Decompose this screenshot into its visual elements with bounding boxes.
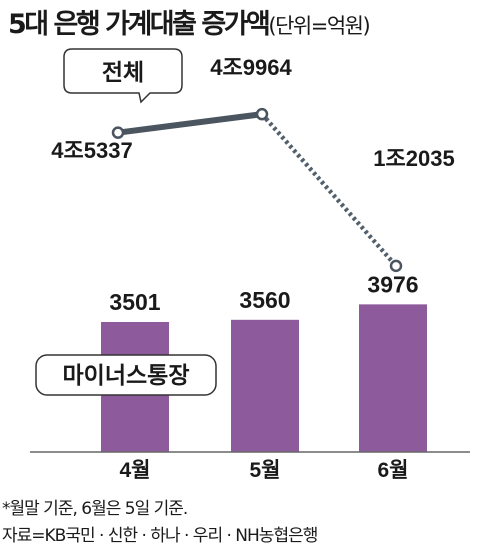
- bar-2: [231, 319, 299, 452]
- line-series-callout: [63, 48, 183, 104]
- line-series-name: 전체: [102, 59, 144, 85]
- line-value-label-3: 1조2035: [373, 146, 454, 171]
- bar-value-label-1: 3501: [109, 289, 160, 315]
- line-value-label-1: 4조5337: [51, 138, 132, 163]
- bar-value-label-3: 3976: [367, 271, 418, 297]
- bar-series-name: 마이너스통장: [63, 362, 190, 388]
- category-label-3: 6월: [378, 459, 409, 482]
- line-point-1: [111, 126, 125, 139]
- line-segment-apr-may: [117, 111, 263, 136]
- unit-label: (단위=억원): [268, 14, 370, 38]
- line-point-3: [389, 259, 403, 273]
- bar-3: [359, 304, 427, 452]
- title-text: 5대 은행 가계대출 증가액: [8, 9, 271, 40]
- bar-value-label-2: 3560: [239, 287, 290, 313]
- line-point-2: [255, 107, 269, 121]
- footnote-source: 자료=KB국민 · 신한 · 하나 · 우리 · NH농협은행: [2, 526, 318, 546]
- category-label-1: 4월: [120, 459, 151, 482]
- chart-title: 5대 은행 가계대출 증가액(단위=억원): [8, 2, 371, 41]
- line-segment-may-jun: [260, 112, 398, 268]
- category-label-2: 5월: [250, 459, 281, 482]
- footnote-basis: *월말 기준, 6월은 5일 기준.: [2, 499, 188, 519]
- bar-series-callout: [35, 354, 217, 396]
- line-value-label-2: 4조9964: [210, 55, 292, 80]
